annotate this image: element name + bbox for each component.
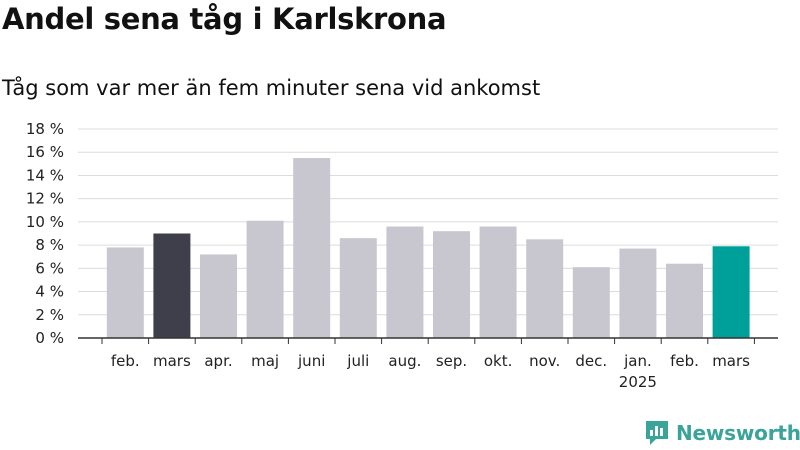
- axes: [78, 337, 778, 344]
- chart-subtitle: Tåg som var mer än fem minuter sena vid …: [2, 76, 541, 100]
- brand-name: Newsworthy: [676, 421, 800, 445]
- tick-labels: 0 % 2 % 4 % 6 % 8 % 10 % 12 % 14 % 16 % 18 % feb. m…: [26, 120, 750, 391]
- x-tick-label: dec.: [575, 352, 607, 370]
- bar-okt: [479, 226, 517, 338]
- bar-feb: [666, 263, 703, 338]
- bar-mars: [153, 233, 191, 338]
- x-tick-label: jan.: [623, 352, 652, 370]
- x-tick-label: aug.: [388, 352, 421, 370]
- bar-aug: [386, 226, 424, 338]
- x-tick-label: maj: [251, 352, 279, 370]
- bar-apr: [200, 254, 237, 338]
- y-tick-label: 18 %: [26, 120, 64, 138]
- x-tick-label: mars: [712, 352, 750, 370]
- newsworthy-logo-icon: [646, 421, 668, 445]
- x-tick-label: feb.: [111, 352, 140, 370]
- y-tick-label: 4 %: [35, 283, 64, 301]
- newsworthy-logo: Newsworthy: [644, 419, 800, 447]
- chart-title: Andel sena tåg i Karlskrona: [2, 2, 447, 36]
- y-tick-label: 10 %: [26, 213, 64, 231]
- bar-nov: [526, 239, 564, 338]
- bar-jan: [619, 248, 657, 338]
- y-tick-label: 12 %: [26, 190, 64, 208]
- y-tick-label: 6 %: [35, 259, 64, 277]
- bar-feb: [106, 247, 144, 338]
- bar-juni: [293, 158, 331, 338]
- x-year-label: 2025: [619, 373, 657, 391]
- y-tick-label: 2 %: [35, 306, 64, 324]
- y-tick-label: 16 %: [26, 143, 64, 161]
- x-tick-label: okt.: [484, 352, 513, 370]
- gridlines: [78, 128, 778, 316]
- bar-maj: [246, 220, 284, 338]
- bar-sep: [433, 231, 470, 338]
- y-tick-label: 0 %: [35, 329, 64, 347]
- x-tick-label: juni: [297, 352, 325, 370]
- bar-juli: [339, 238, 377, 338]
- x-tick-label: sep.: [436, 352, 467, 370]
- x-tick-label: mars: [153, 352, 191, 370]
- y-tick-label: 14 %: [26, 166, 64, 184]
- bar-mars: [712, 246, 750, 338]
- y-tick-label: 8 %: [35, 236, 64, 254]
- x-tick-label: nov.: [529, 352, 560, 370]
- bars: [106, 158, 750, 338]
- x-tick-label: apr.: [204, 352, 232, 370]
- bar-dec: [572, 267, 610, 338]
- x-tick-label: juli: [346, 352, 369, 370]
- x-tick-label: feb.: [670, 352, 699, 370]
